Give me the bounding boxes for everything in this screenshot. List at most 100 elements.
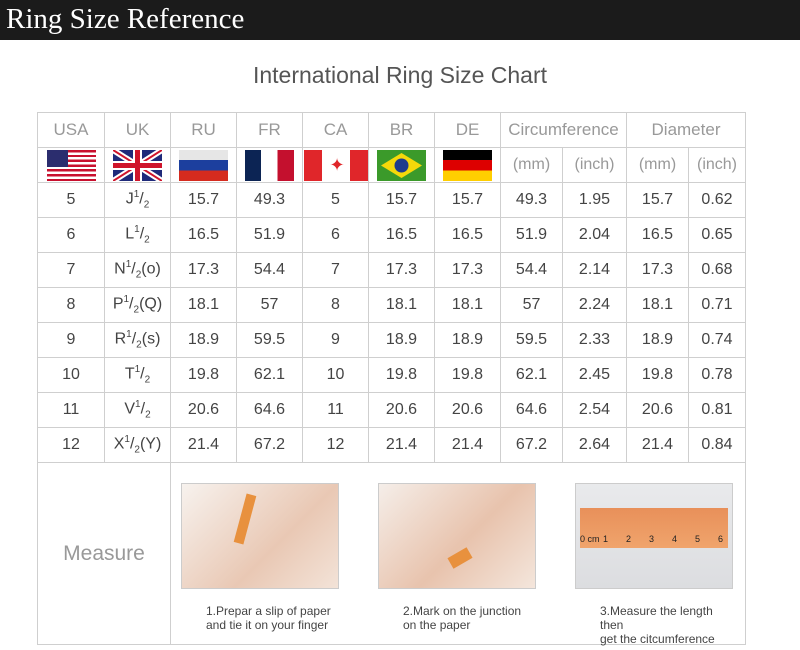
cell-de: 19.8 (434, 357, 501, 393)
cell-circ-in: 2.24 (562, 287, 627, 323)
cell-fr: 54.4 (236, 252, 303, 288)
step-caption: 2.Mark on the junction (403, 604, 522, 618)
cell-dia-mm: 16.5 (626, 217, 689, 253)
cell-ru: 16.5 (170, 217, 237, 253)
cell-fr: 62.1 (236, 357, 303, 393)
cell-circ-in: 1.95 (562, 182, 627, 218)
step-photo (181, 483, 339, 589)
table-row: 6 L1/2 16.5 51.9 6 16.5 16.5 51.9 2.04 16.5 0.65 (37, 217, 746, 253)
cell-dia-in: 0.65 (688, 217, 746, 253)
cell-fr: 59.5 (236, 322, 303, 358)
uk-letter: R (114, 330, 127, 348)
measure-row: Measure 1.Prepar a slip of paper and tie i… (37, 462, 746, 646)
fraction-num: 1 (125, 259, 132, 271)
fraction-den: 2 (136, 339, 142, 351)
cell-de: 18.9 (434, 322, 501, 358)
ruler-label: 3 (649, 534, 655, 544)
cell-circ-in: 2.04 (562, 217, 627, 253)
flag-row: ✦ (mm) (inch) (mm) (inch) (37, 147, 746, 183)
cell-circ-mm: 57 (500, 287, 563, 323)
cell-br: 17.3 (368, 252, 435, 288)
fraction-num: 1 (134, 364, 141, 376)
cell-circ-in: 2.54 (562, 392, 627, 428)
cell-ru: 15.7 (170, 182, 237, 218)
cell-circ-mm: 51.9 (500, 217, 563, 253)
unit-circ-mm: (mm) (500, 147, 563, 183)
step-caption: 1.Prepar a slip of paper (206, 604, 331, 618)
measure-steps: 1.Prepar a slip of paper and tie it on yo… (170, 462, 746, 646)
cell-dia-in: 0.84 (688, 427, 746, 463)
header-de: DE (434, 112, 501, 148)
cell-ca: 9 (302, 322, 369, 358)
fraction-den: 2 (133, 304, 140, 316)
header-uk: UK (104, 112, 171, 148)
header-ca: CA (302, 112, 369, 148)
cell-fr: 67.2 (236, 427, 303, 463)
cell-circ-mm: 59.5 (500, 322, 563, 358)
header-diameter: Diameter (626, 112, 746, 148)
step-caption: and tie it on your finger (206, 618, 329, 632)
uk-suffix: (s) (141, 330, 161, 348)
cell-ca: 11 (302, 392, 369, 428)
cell-dia-in: 0.78 (688, 357, 746, 393)
cell-uk: P1/2(Q) (104, 287, 171, 323)
header-row: USA UK RU FR CA BR DE Circumference Diam… (37, 112, 746, 148)
fraction-den: 2 (144, 374, 151, 386)
cell-ru: 18.9 (170, 322, 237, 358)
unit-dia-mm: (mm) (626, 147, 689, 183)
cell-uk: V1/2 (104, 392, 171, 428)
ruler-label: 5 (695, 534, 701, 544)
uk-suffix: (Y) (139, 435, 162, 453)
cell-circ-mm: 64.6 (500, 392, 563, 428)
fraction-den: 2 (135, 269, 142, 281)
cell-usa: 8 (37, 287, 105, 323)
measure-label: Measure (37, 462, 171, 645)
russia-flag-icon (179, 149, 228, 181)
uk-letter: X (113, 435, 125, 453)
cell-dia-mm: 20.6 (626, 392, 689, 428)
fraction-den: 2 (134, 444, 140, 456)
header-br: BR (368, 112, 435, 148)
ruler-label: 1 (603, 534, 609, 544)
cell-circ-mm: 54.4 (500, 252, 563, 288)
measure-step: 1.Prepar a slip of paper and tie it on yo… (181, 483, 341, 632)
cell-fr: 57 (236, 287, 303, 323)
table-row: 10 T1/2 19.8 62.1 10 19.8 19.8 62.1 2.45 19.8 0.78 (37, 357, 746, 393)
uk-letter: J (125, 190, 134, 208)
cell-ru: 18.1 (170, 287, 237, 323)
cell-circ-mm: 49.3 (500, 182, 563, 218)
step-caption: 3.Measure the length then (600, 604, 713, 632)
cell-fr: 49.3 (236, 182, 303, 218)
table-row: 8 P1/2(Q) 18.1 57 8 18.1 18.1 57 2.24 18.1 0.71 (37, 287, 746, 323)
cell-br: 21.4 (368, 427, 435, 463)
fraction-num: 1 (133, 189, 140, 201)
cell-ru: 21.4 (170, 427, 237, 463)
cell-dia-mm: 18.9 (626, 322, 689, 358)
cell-usa: 7 (37, 252, 105, 288)
cell-circ-in: 2.33 (562, 322, 627, 358)
cell-usa: 11 (37, 392, 105, 428)
cell-ru: 19.8 (170, 357, 237, 393)
unit-dia-inch: (inch) (688, 147, 746, 183)
cell-br: 20.6 (368, 392, 435, 428)
step-caption: get the citcumference (600, 632, 715, 646)
uk-suffix: (o) (141, 260, 161, 278)
ruler-label: 0 cm (580, 534, 600, 544)
cell-usa: 6 (37, 217, 105, 253)
cell-dia-mm: 21.4 (626, 427, 689, 463)
uk-suffix: (Q) (139, 295, 163, 313)
fraction-num: 1 (134, 224, 140, 236)
table-row: 7 N1/2(o) 17.3 54.4 7 17.3 17.3 54.4 2.14 17.3 0.6… (37, 252, 746, 288)
uk-flag-icon (113, 149, 162, 181)
germany-flag-icon (443, 149, 492, 181)
cell-ca: 5 (302, 182, 369, 218)
ruler-label: 6 (718, 534, 724, 544)
cell-ca: 6 (302, 217, 369, 253)
cell-ru: 20.6 (170, 392, 237, 428)
cell-usa: 9 (37, 322, 105, 358)
uk-letter: N (114, 260, 126, 278)
cell-de: 20.6 (434, 392, 501, 428)
uk-letter: T (124, 365, 135, 383)
table-row: 12 X1/2(Y) 21.4 67.2 12 21.4 21.4 67.2 2.64 21.4 0… (37, 427, 746, 463)
cell-circ-in: 2.14 (562, 252, 627, 288)
